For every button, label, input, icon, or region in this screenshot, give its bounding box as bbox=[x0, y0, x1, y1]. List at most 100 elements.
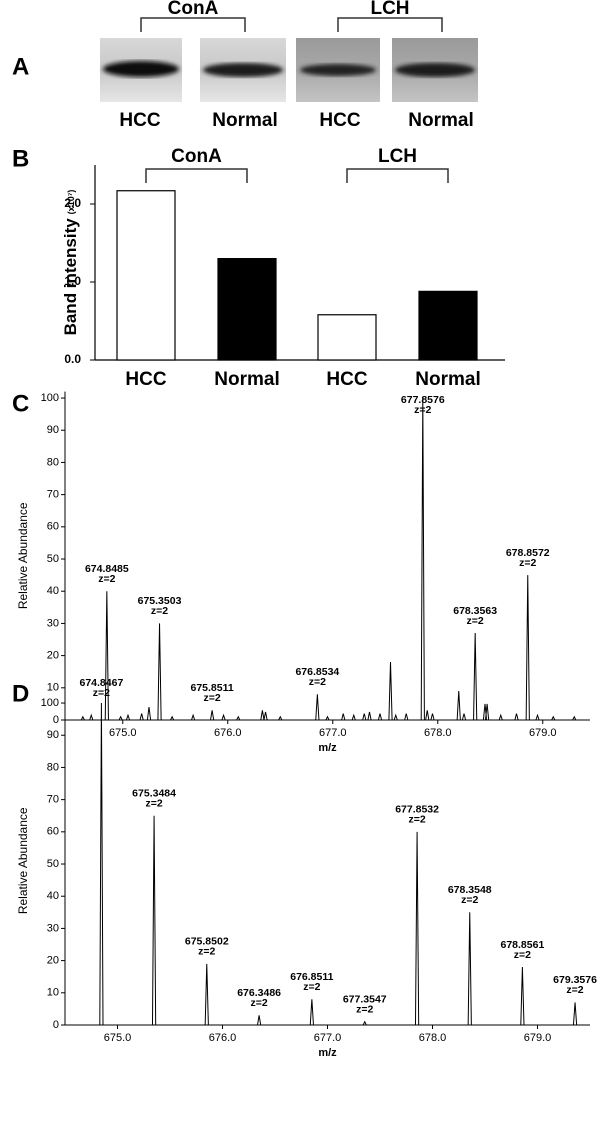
peak-label: 678.8572 bbox=[506, 547, 550, 559]
peak-charge: z=2 bbox=[198, 946, 215, 958]
peak bbox=[157, 623, 162, 721]
peak-label: 677.8576 bbox=[401, 394, 445, 406]
peak-label: 679.3576 bbox=[553, 974, 597, 986]
y-tick-label: 100 bbox=[41, 697, 59, 709]
lane-label: Normal bbox=[408, 110, 473, 131]
peak-charge: z=2 bbox=[408, 814, 425, 826]
blot-band bbox=[103, 61, 179, 77]
peak bbox=[325, 715, 330, 721]
peak bbox=[485, 703, 490, 721]
panel-label: A bbox=[12, 53, 29, 80]
peak-charge: z=2 bbox=[93, 687, 110, 699]
group-bracket bbox=[140, 17, 443, 32]
group-label: LCH bbox=[378, 146, 417, 167]
x-tick-label: 678.0 bbox=[419, 1032, 447, 1044]
x-tick-label: HCC bbox=[125, 369, 166, 390]
peak bbox=[525, 575, 530, 721]
y-tick-label: 40 bbox=[47, 890, 59, 902]
peak bbox=[362, 1020, 367, 1026]
peak-charge: z=2 bbox=[356, 1004, 373, 1016]
peak-label: 677.3547 bbox=[343, 994, 387, 1006]
bar bbox=[116, 190, 176, 361]
y-tick-label: 1.0 bbox=[64, 274, 81, 288]
peak-label: 676.8534 bbox=[295, 666, 339, 678]
y-tick-label: 10 bbox=[47, 987, 59, 999]
peak bbox=[221, 713, 226, 721]
y-tick-label: 30 bbox=[47, 617, 59, 629]
peak bbox=[99, 703, 104, 1026]
peak-label: 674.8467 bbox=[80, 677, 124, 689]
peak-charge: z=2 bbox=[203, 692, 220, 704]
peak bbox=[362, 713, 367, 721]
y-tick-label: 0 bbox=[53, 1019, 59, 1031]
peak-label: 675.3484 bbox=[132, 788, 176, 800]
peak-charge: z=2 bbox=[519, 557, 536, 569]
peak bbox=[514, 713, 519, 721]
peak-label: 674.8485 bbox=[85, 563, 129, 575]
peak bbox=[404, 713, 409, 721]
y-tick-label: 80 bbox=[47, 761, 59, 773]
panel-label: D bbox=[12, 680, 29, 707]
peak-charge: z=2 bbox=[303, 981, 320, 993]
peak bbox=[278, 715, 283, 721]
y-tick-label: 70 bbox=[47, 489, 59, 501]
bar bbox=[418, 290, 478, 361]
peak-label: 678.3563 bbox=[453, 605, 497, 617]
peak bbox=[263, 711, 268, 721]
x-tick-label: 676.0 bbox=[209, 1032, 237, 1044]
y-axis-label: Band intensity (x10⁷) bbox=[61, 190, 80, 336]
peak bbox=[414, 831, 420, 1026]
x-tick-label: 678.0 bbox=[424, 727, 452, 739]
peak-charge: z=2 bbox=[461, 894, 478, 906]
peak-label: 675.3503 bbox=[138, 595, 182, 607]
panel-label: B bbox=[12, 145, 29, 172]
peak bbox=[535, 713, 540, 721]
peak bbox=[236, 715, 241, 721]
peak bbox=[257, 1015, 262, 1026]
peak bbox=[377, 713, 383, 721]
peak bbox=[315, 694, 320, 721]
group-label: ConA bbox=[171, 146, 222, 167]
peak bbox=[572, 715, 577, 721]
x-axis-label: m/z bbox=[318, 742, 337, 754]
peak bbox=[393, 713, 398, 721]
group-bracket bbox=[145, 168, 248, 183]
blot-panel: A ConA LCH HCC Normal HCC Normal bbox=[12, 0, 478, 131]
peak-label: 676.3486 bbox=[237, 987, 281, 999]
peak bbox=[104, 591, 109, 721]
peak bbox=[341, 713, 346, 721]
peak bbox=[367, 711, 372, 721]
y-tick-label: 30 bbox=[47, 922, 59, 934]
peak bbox=[351, 713, 356, 721]
peak-label: 678.3548 bbox=[448, 884, 492, 896]
peak-charge: z=2 bbox=[98, 573, 115, 585]
peak bbox=[551, 715, 556, 721]
x-tick-label: Normal bbox=[415, 369, 480, 390]
peak-label: 675.8502 bbox=[185, 936, 229, 948]
blot-band bbox=[395, 63, 475, 77]
x-axis-label: m/z bbox=[318, 1047, 337, 1059]
peak bbox=[461, 713, 467, 721]
peak bbox=[425, 710, 430, 721]
y-axis-title: Band intensity bbox=[61, 218, 80, 336]
x-tick-label: 677.0 bbox=[314, 1032, 342, 1044]
peak bbox=[80, 715, 85, 721]
y-tick-label: 0 bbox=[53, 714, 59, 726]
peak-charge: z=2 bbox=[414, 404, 431, 416]
y-tick-label: 90 bbox=[47, 729, 59, 741]
peak bbox=[125, 713, 131, 721]
y-tick-label: 50 bbox=[47, 553, 59, 565]
peak bbox=[118, 715, 123, 721]
peak bbox=[388, 662, 393, 721]
peak-charge: z=2 bbox=[566, 984, 583, 996]
panel-label: C bbox=[12, 390, 29, 417]
peak bbox=[473, 633, 478, 721]
peak-charge: z=2 bbox=[145, 798, 162, 810]
y-axis-unit: (x10⁷) bbox=[66, 190, 76, 215]
y-tick-label: 60 bbox=[47, 521, 59, 533]
peak bbox=[309, 999, 314, 1026]
y-tick-label: 100 bbox=[41, 392, 59, 404]
peak bbox=[151, 815, 157, 1026]
peak bbox=[467, 912, 472, 1026]
